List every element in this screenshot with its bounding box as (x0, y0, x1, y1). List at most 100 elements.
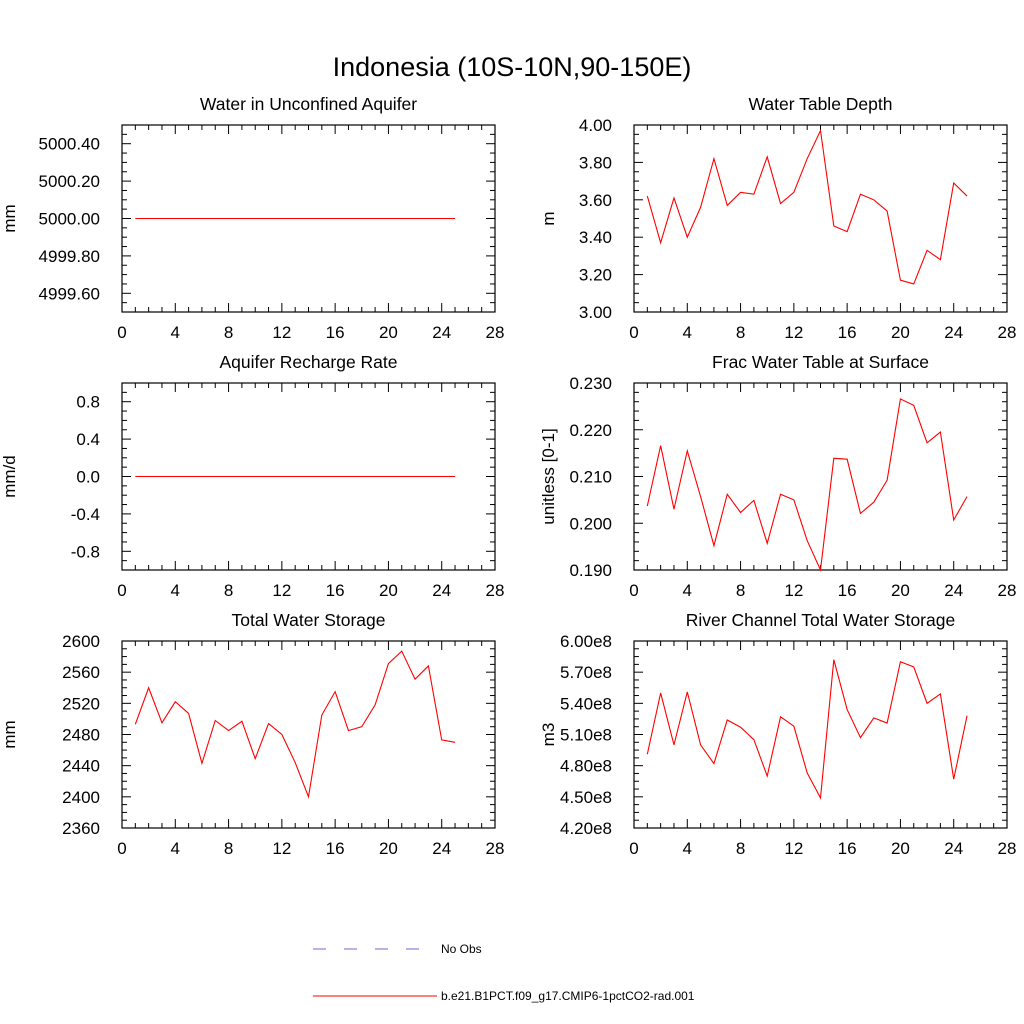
x-tick-label: 20 (891, 839, 910, 858)
y-tick-label: 5.40e8 (560, 694, 612, 713)
y-tick-label: 4999.80 (39, 247, 100, 266)
y-tick-label: 0.190 (569, 561, 612, 580)
x-tick-label: 12 (272, 839, 291, 858)
panel-title: Water Table Depth (749, 94, 893, 114)
x-tick-label: 20 (891, 323, 910, 342)
x-tick-label: 4 (171, 323, 180, 342)
x-tick-label: 0 (117, 839, 126, 858)
y-tick-label: 3.60 (579, 191, 612, 210)
y-tick-label: 4.20e8 (560, 819, 612, 838)
y-tick-label: -0.8 (71, 542, 100, 561)
x-tick-label: 12 (784, 581, 803, 600)
y-tick-label: 3.20 (579, 266, 612, 285)
x-tick-label: 12 (272, 581, 291, 600)
series-line (646, 659, 968, 800)
chart-panel-water-table-depth: Water Table Depth m 0 4 8 12 16 20 24 28 3.00 3.20 3… (539, 94, 1016, 342)
y-tick-label: 4.50e8 (560, 788, 612, 807)
x-tick-label: 28 (486, 581, 505, 600)
y-tick-label: 2560 (62, 663, 100, 682)
x-tick-label: 16 (326, 581, 345, 600)
x-tick-label: 20 (379, 581, 398, 600)
panel-title: Water in Unconfined Aquifer (200, 94, 417, 114)
plot-frame (633, 382, 1008, 571)
x-tick-label: 24 (944, 323, 963, 342)
x-tick-label: 28 (486, 323, 505, 342)
x-tick-label: 8 (736, 839, 745, 858)
legend-label-model-run: b.e21.B1PCT.f09_g17.CMIP6-1pctCO2-rad.00… (441, 989, 695, 1003)
plot-frame (121, 640, 496, 829)
x-tick-label: 0 (629, 839, 638, 858)
panel-title: River Channel Total Water Storage (686, 610, 955, 630)
y-tick-label: 0.200 (569, 514, 612, 533)
x-tick-label: 4 (683, 581, 692, 600)
y-tick-label: -0.4 (71, 505, 100, 524)
x-tick-label: 16 (838, 323, 857, 342)
y-tick-label: 3.00 (579, 303, 612, 322)
x-tick-label: 4 (683, 323, 692, 342)
x-tick-label: 0 (629, 581, 638, 600)
x-tick-label: 0 (629, 323, 638, 342)
x-tick-label: 16 (326, 839, 345, 858)
x-tick-label: 8 (224, 839, 233, 858)
x-tick-label: 4 (171, 581, 180, 600)
x-tick-label: 28 (486, 839, 505, 858)
y-tick-label: 0.4 (76, 430, 100, 449)
x-tick-label: 20 (891, 581, 910, 600)
chart-panels: Water in Unconfined Aquifer mm 0 4 8 12 16 20 24… (0, 94, 1016, 858)
x-tick-label: 4 (171, 839, 180, 858)
x-tick-label: 28 (998, 323, 1017, 342)
y-axis-label: mm (0, 720, 19, 748)
x-tick-label: 16 (838, 839, 857, 858)
y-tick-label: 2440 (62, 757, 100, 776)
y-tick-label: 6.00e8 (560, 632, 612, 651)
panel-title: Total Water Storage (231, 610, 385, 630)
x-tick-label: 24 (432, 839, 451, 858)
y-tick-label: 0.220 (569, 421, 612, 440)
y-axis-label: mm/d (0, 455, 19, 498)
x-tick-label: 12 (272, 323, 291, 342)
y-tick-label: 2400 (62, 788, 100, 807)
y-tick-label: 3.80 (579, 153, 612, 172)
legend: No Obs b.e21.B1PCT.f09_g17.CMIP6-1pctCO2… (313, 942, 695, 1003)
x-tick-label: 20 (379, 839, 398, 858)
y-tick-label: 2600 (62, 632, 100, 651)
y-tick-label: 5000.40 (39, 135, 100, 154)
plot-frame (633, 640, 1008, 829)
x-tick-label: 8 (224, 323, 233, 342)
series-line (134, 650, 456, 799)
y-tick-label: 4.80e8 (560, 757, 612, 776)
x-tick-label: 0 (117, 323, 126, 342)
y-axis-label: m (539, 211, 558, 225)
y-axis-label: mm (0, 204, 19, 232)
y-axis-label: unitless [0-1] (539, 428, 558, 524)
y-tick-label: 2520 (62, 694, 100, 713)
chart-panel-total-water-storage: Total Water Storage mm 0 4 8 12 16 20 24 28 2360 24… (0, 610, 504, 858)
x-tick-label: 24 (432, 581, 451, 600)
y-tick-label: 5.70e8 (560, 663, 612, 682)
x-tick-label: 24 (944, 581, 963, 600)
y-tick-label: 0.210 (569, 468, 612, 487)
x-tick-label: 24 (944, 839, 963, 858)
x-tick-label: 20 (379, 323, 398, 342)
y-axis-label: m3 (539, 723, 558, 747)
chart-panel-water-in-unconfined-aquifer: Water in Unconfined Aquifer mm 0 4 8 12 16 20 24… (0, 94, 504, 342)
panel-title: Aquifer Recharge Rate (219, 352, 397, 372)
x-tick-label: 12 (784, 839, 803, 858)
series-line (646, 398, 968, 573)
x-tick-label: 0 (117, 581, 126, 600)
figure-title: Indonesia (10S-10N,90-150E) (333, 52, 692, 82)
x-tick-label: 8 (224, 581, 233, 600)
y-tick-label: 5000.00 (39, 210, 100, 229)
x-tick-label: 24 (432, 323, 451, 342)
y-tick-label: 2360 (62, 819, 100, 838)
y-tick-label: 2480 (62, 726, 100, 745)
y-tick-label: 0.8 (76, 393, 100, 412)
y-tick-label: 5.10e8 (560, 726, 612, 745)
x-tick-label: 8 (736, 581, 745, 600)
x-tick-label: 4 (683, 839, 692, 858)
x-tick-label: 28 (998, 581, 1017, 600)
plot-frame (633, 124, 1008, 313)
legend-label-no-obs: No Obs (441, 942, 482, 956)
x-tick-label: 12 (784, 323, 803, 342)
chart-panel-frac-water-table-at-surface: Frac Water Table at Surface unitless [0-1… (539, 352, 1016, 600)
